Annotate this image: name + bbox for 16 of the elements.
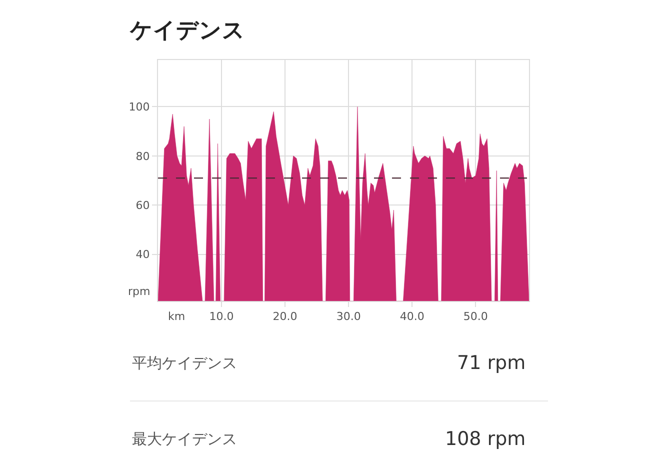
x-tick-label: 40.0 bbox=[400, 310, 424, 324]
y-tick-label: 60 bbox=[136, 198, 150, 212]
chart-title: ケイデンス bbox=[129, 18, 245, 44]
x-axis-title: km bbox=[168, 310, 186, 323]
x-tick-label: 50.0 bbox=[463, 310, 488, 324]
x-tick-label: 30.0 bbox=[336, 310, 361, 324]
x-tick-label: 20.0 bbox=[272, 310, 298, 324]
text: 108 rpm bbox=[445, 428, 526, 450]
y-tick-label: 100 bbox=[128, 100, 150, 114]
y-axis-title: rpm bbox=[128, 285, 150, 298]
y-tick-label: 80 bbox=[136, 150, 150, 163]
text: 平均ケイデンス bbox=[132, 354, 237, 372]
text: 最大ケイデンス bbox=[132, 430, 237, 448]
text: 71 rpm bbox=[457, 352, 526, 374]
x-tick-label: 10.0 bbox=[209, 310, 234, 324]
y-tick-label: 40 bbox=[136, 248, 150, 262]
